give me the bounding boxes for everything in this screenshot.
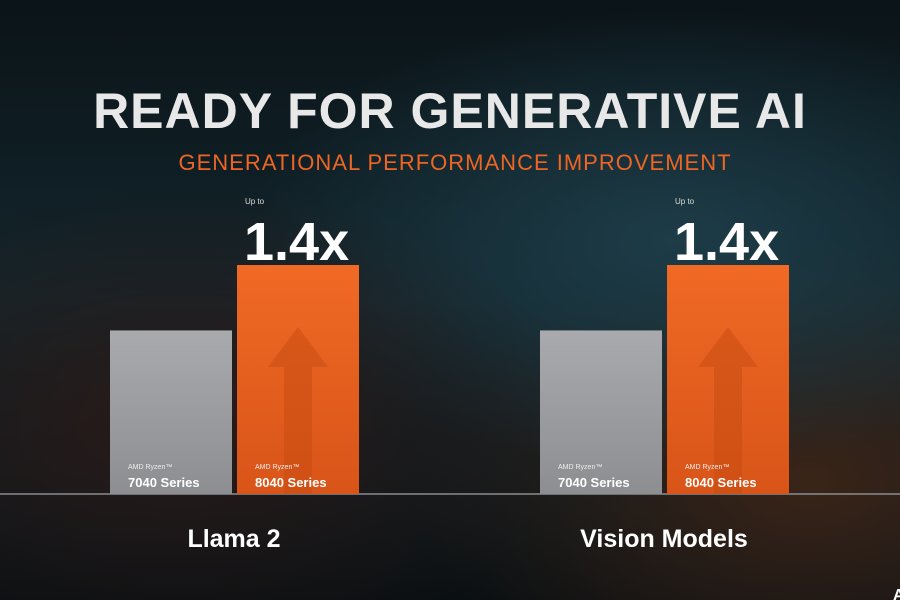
chart-title: READY FOR GENERATIVE AI xyxy=(93,83,807,139)
bar-series-label: 7040 Series xyxy=(558,475,630,490)
annotation-prefix: Up to xyxy=(245,197,265,206)
annotation-prefix: Up to xyxy=(675,197,695,206)
bar-series-label: 8040 Series xyxy=(255,475,327,490)
category-label: Llama 2 xyxy=(187,525,280,553)
bar-brand-label: AMD Ryzen™ xyxy=(685,464,729,471)
bar-brand-label: AMD Ryzen™ xyxy=(255,464,299,471)
up-arrow-icon xyxy=(268,327,328,494)
bar-7040 xyxy=(110,330,232,494)
data-label: 1.4x xyxy=(244,212,349,272)
bar-group-2: AMD Ryzen™ 7040 Series Up to 1.4x AMD Ryzen™… xyxy=(540,197,789,553)
bar-series-label: 7040 Series xyxy=(128,475,200,490)
up-arrow-icon xyxy=(698,327,758,494)
category-label: Vision Models xyxy=(580,525,748,553)
data-label: 1.4x xyxy=(674,212,779,272)
chart-subtitle: GENERATIONAL PERFORMANCE IMPROVEMENT xyxy=(178,150,731,175)
bar-7040 xyxy=(540,330,662,494)
bar-group-1: AMD Ryzen™ 7040 Series Up to 1.4x AMD Ryzen™… xyxy=(110,197,359,553)
amd-logo: A xyxy=(893,587,900,600)
bar-brand-label: AMD Ryzen™ xyxy=(128,464,172,471)
bar-series-label: 8040 Series xyxy=(685,475,757,490)
bar-brand-label: AMD Ryzen™ xyxy=(558,464,602,471)
